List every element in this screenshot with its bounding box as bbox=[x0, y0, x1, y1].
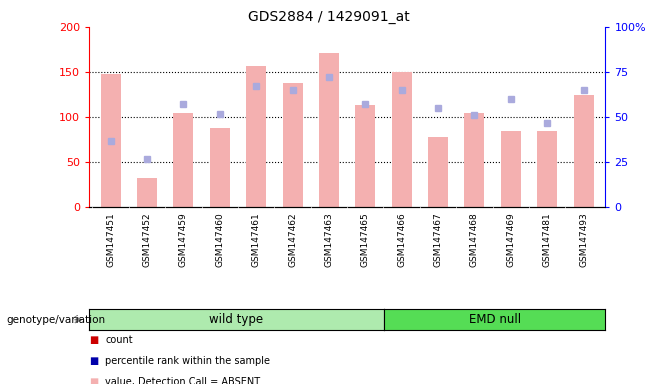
Bar bbox=[210, 128, 230, 207]
Bar bbox=[465, 113, 484, 207]
Text: GSM147481: GSM147481 bbox=[543, 212, 551, 267]
Bar bbox=[355, 105, 375, 207]
Text: EMD null: EMD null bbox=[468, 313, 520, 326]
Bar bbox=[574, 94, 594, 207]
Text: GSM147469: GSM147469 bbox=[506, 212, 515, 267]
Text: ■: ■ bbox=[89, 377, 98, 384]
Bar bbox=[174, 113, 193, 207]
Text: GSM147461: GSM147461 bbox=[251, 212, 261, 267]
Text: GSM147462: GSM147462 bbox=[288, 212, 297, 267]
Text: GSM147493: GSM147493 bbox=[579, 212, 588, 267]
Bar bbox=[428, 137, 448, 207]
Bar bbox=[319, 53, 339, 207]
Bar bbox=[282, 83, 303, 207]
Text: GDS2884 / 1429091_at: GDS2884 / 1429091_at bbox=[248, 10, 410, 23]
Text: wild type: wild type bbox=[209, 313, 263, 326]
Text: GSM147468: GSM147468 bbox=[470, 212, 479, 267]
Text: value, Detection Call = ABSENT: value, Detection Call = ABSENT bbox=[105, 377, 261, 384]
Text: GSM147452: GSM147452 bbox=[143, 212, 151, 267]
Text: GSM147451: GSM147451 bbox=[106, 212, 115, 267]
Text: genotype/variation: genotype/variation bbox=[7, 314, 106, 325]
Text: GSM147465: GSM147465 bbox=[361, 212, 370, 267]
Bar bbox=[137, 177, 157, 207]
Text: GSM147467: GSM147467 bbox=[434, 212, 443, 267]
Text: percentile rank within the sample: percentile rank within the sample bbox=[105, 356, 270, 366]
Text: count: count bbox=[105, 335, 133, 345]
Bar bbox=[101, 74, 120, 207]
Text: GSM147466: GSM147466 bbox=[397, 212, 406, 267]
Text: GSM147459: GSM147459 bbox=[179, 212, 188, 267]
Text: GSM147460: GSM147460 bbox=[215, 212, 224, 267]
Bar bbox=[246, 66, 266, 207]
Bar bbox=[537, 131, 557, 207]
Bar bbox=[501, 131, 520, 207]
Text: ■: ■ bbox=[89, 356, 98, 366]
Text: ■: ■ bbox=[89, 335, 98, 345]
Bar bbox=[392, 72, 412, 207]
Text: GSM147463: GSM147463 bbox=[324, 212, 334, 267]
